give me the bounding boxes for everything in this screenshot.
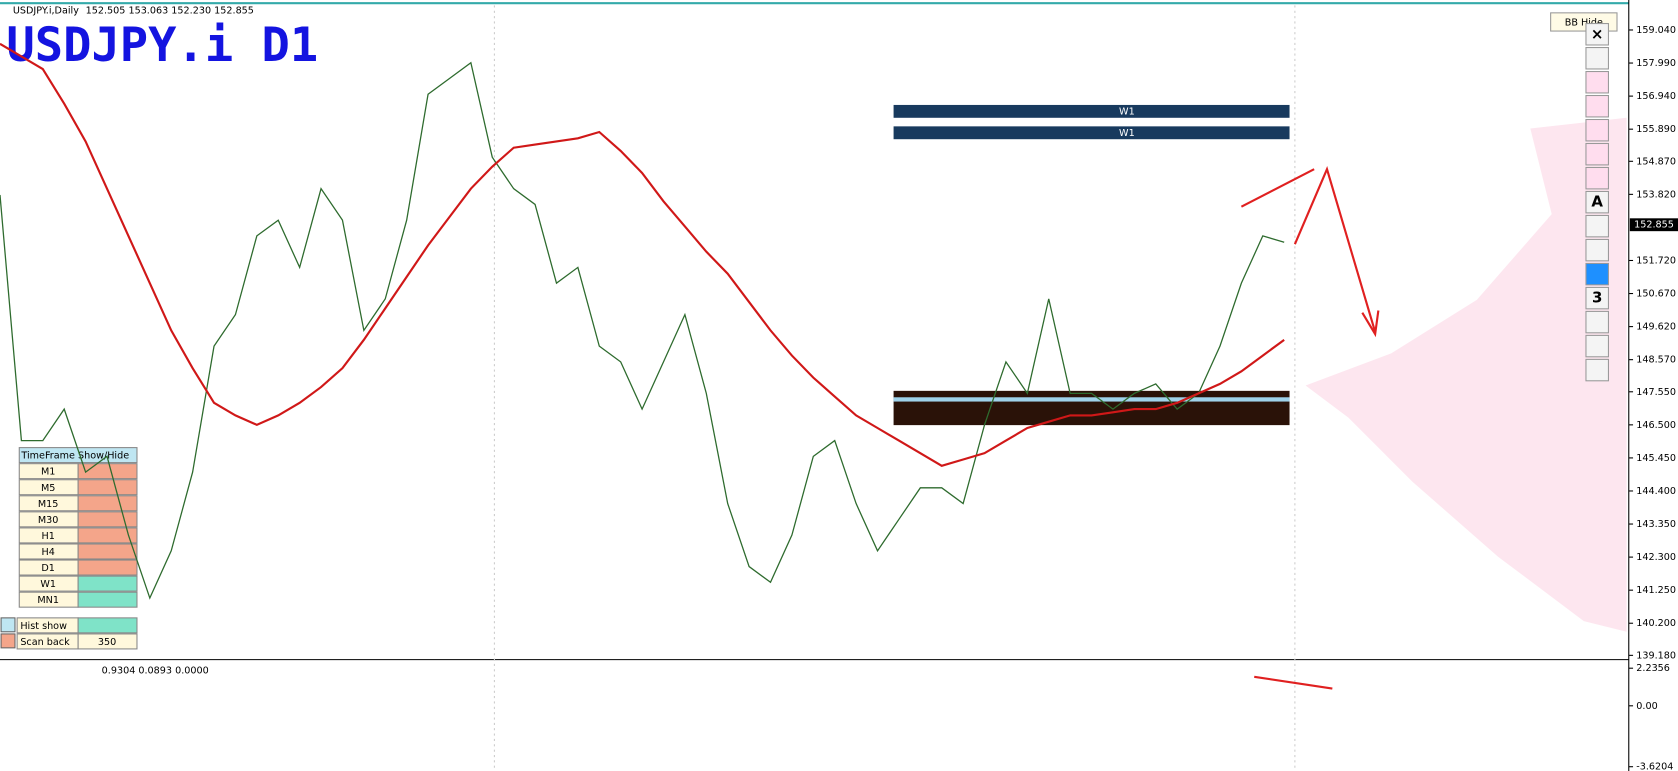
y-tick-label: 149.620 [1636,322,1676,333]
tf-toggle[interactable] [77,543,138,560]
arrow-head [1361,310,1380,338]
y-tick-label: 139.180 [1636,650,1676,661]
y-tick-label: 151.720 [1636,255,1676,266]
toolbar: × A 3 [1585,23,1609,382]
zone-w1 [893,104,1290,118]
y-tick-label: 142.300 [1636,552,1676,563]
tool-button[interactable] [1585,47,1609,70]
y-tick-label: 146.500 [1636,420,1676,431]
tf-name: H1 [41,531,54,542]
y-tick-label: 143.350 [1636,519,1676,530]
tool-button[interactable] [1585,214,1609,238]
y-tick-label: 140.200 [1636,618,1676,629]
tool-button[interactable] [1585,142,1609,166]
tool-button[interactable] [1585,358,1609,382]
y-tick-label: 155.890 [1636,124,1676,135]
tf-name: M15 [38,499,59,510]
timeframe-panel: TimeFrame Show/Hide M1 M5 M15 M30 H1 H4 D1 W1 MN1… [0,447,138,650]
price-line [0,61,1285,600]
tool-button[interactable] [1585,286,1609,310]
panel-header-label: TimeFrame Show/Hide [20,451,129,462]
scan-icon[interactable] [0,633,16,649]
zone-line [893,397,1290,402]
price-line [0,42,1285,467]
hist-icon[interactable] [0,617,16,633]
zone-w1 [893,126,1290,140]
y-tick-label: 157.990 [1636,58,1676,69]
bb-hide-label[interactable]: BB Hide [1565,17,1603,28]
tf-name: H4 [41,547,54,558]
y-tick-label: 0.00 [1636,701,1657,712]
y-tick-label: 144.400 [1636,486,1676,497]
volume-profile [1305,117,1627,632]
tool-button[interactable] [1585,262,1609,286]
tf-name: M30 [38,515,59,526]
tool-button[interactable] [1585,166,1609,190]
current-price-box [1629,218,1678,232]
tf-toggle[interactable] [77,527,138,544]
y-tick-label: 145.450 [1636,453,1676,464]
tool-button[interactable] [1585,190,1609,214]
tool-button[interactable] [1585,70,1609,94]
tool-glyph[interactable]: A [1591,193,1603,211]
tf-name: M5 [41,483,55,494]
tf-toggle[interactable] [77,591,138,608]
tool-button[interactable] [1585,310,1609,334]
hist-toggle[interactable] [77,617,138,634]
tool-button[interactable] [1585,118,1609,142]
y-tick-label: 147.550 [1636,387,1676,398]
indicator-values: 0.9304 0.0893 0.0000 [102,665,209,676]
y-tick-label: 141.250 [1636,585,1676,596]
arrow-annotation [1293,166,1377,333]
tool-button[interactable] [1585,238,1609,262]
tf-name: W1 [40,579,56,590]
y-tick-label: -3.6204 [1636,762,1673,771]
y-tick-label: 154.870 [1636,156,1676,167]
y-tick-label: 156.940 [1636,91,1676,102]
trend-annotation [1254,675,1333,690]
tool-button[interactable] [1585,94,1609,118]
current-price-label: 152.855 [1634,220,1674,231]
y-tick-label: 2.2356 [1636,663,1670,674]
tf-toggle[interactable] [77,495,138,512]
tool-glyph[interactable]: 3 [1592,289,1602,307]
symbol-info: USDJPY.i,Daily [13,6,79,17]
chart-title: USDJPY.i D1 [6,18,318,73]
tf-toggle[interactable] [77,575,138,592]
y-tick-label: 153.820 [1636,189,1676,200]
tool-glyph[interactable]: × [1591,25,1604,43]
scan-label: Scan back [20,637,70,648]
tf-toggle[interactable] [77,479,138,496]
zone-label: W1 [1119,128,1135,139]
y-tick-label: 159.040 [1636,25,1676,36]
zone-d1 [893,390,1290,426]
tool-button[interactable] [1585,23,1609,46]
tool-button[interactable] [1585,334,1609,358]
tf-name: D1 [41,563,55,574]
ohlc-info: 152.505 153.063 152.230 152.855 [86,6,254,17]
tf-toggle[interactable] [77,511,138,528]
scan-value[interactable]: 350 [98,637,116,648]
zone-label: W1 [1119,106,1135,117]
y-tick-label: 148.570 [1636,355,1676,366]
tf-name: MN1 [37,595,59,606]
tf-name: M1 [41,467,55,478]
hist-label: Hist show [20,621,67,632]
scan-value-cell[interactable] [77,633,138,650]
y-tick-label: 150.670 [1636,289,1676,300]
trend-annotation [1240,168,1315,208]
tf-toggle[interactable] [77,559,138,576]
